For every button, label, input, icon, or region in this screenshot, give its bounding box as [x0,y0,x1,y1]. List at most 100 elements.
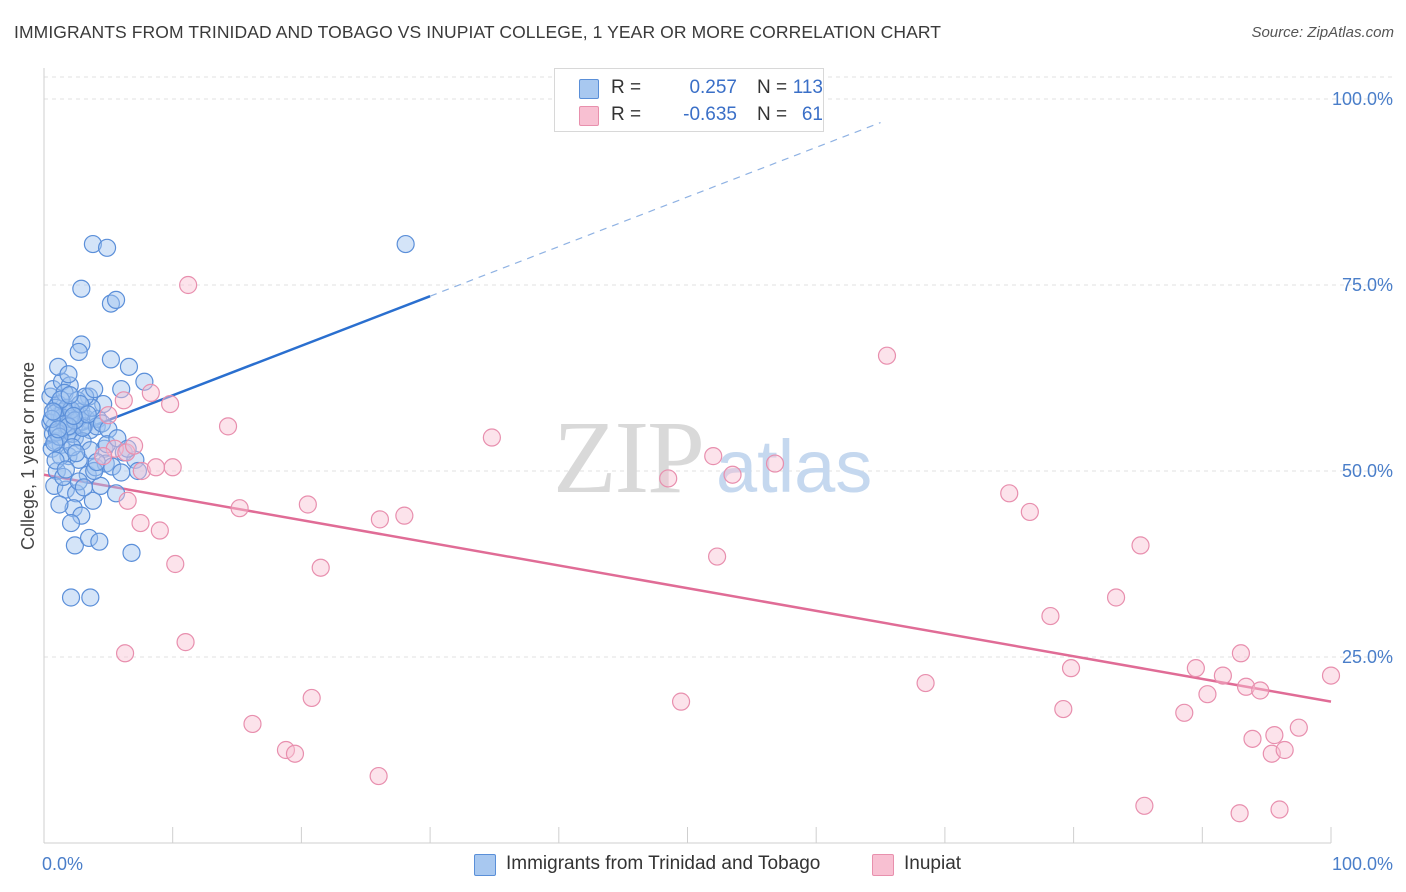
point-inupiat [218,417,238,436]
point-inupiat [671,692,691,711]
point-trinidad [64,499,83,518]
point-trinidad [81,588,100,607]
point-trinidad [49,420,68,439]
point-trinidad [72,335,91,354]
x-tick-label: 0.0% [42,854,83,874]
point-inupiat [150,521,169,540]
point-inupiat [298,495,317,514]
tick-labels: 25.0% 50.0% 75.0% 100.0% 0.0% 100.0% [42,89,1393,874]
point-inupiat [765,454,785,473]
point-trinidad [396,234,415,254]
point-inupiat [94,447,113,466]
axes [43,68,1332,844]
point-inupiat [916,673,935,693]
point-trinidad [74,478,93,497]
legend-swatch-inupiat [872,854,894,876]
point-inupiat [1135,796,1154,815]
legend-swatch-trinidad [579,79,599,99]
watermark-atlas: atlas [716,425,872,508]
point-trinidad [112,463,131,482]
point-inupiat [141,383,160,402]
point-trinidad [42,409,61,429]
legend-swatch-trinidad [474,854,496,876]
point-trinidad [64,406,83,426]
point-trinidad [65,536,84,555]
legend-r-value: 0.257 [689,77,737,98]
point-trinidad [43,402,63,421]
point-inupiat [124,436,144,455]
y-tick-label: 50.0% [1342,461,1393,481]
point-trinidad [101,350,121,369]
point-trinidad [45,433,64,452]
point-trinidad [41,387,60,406]
point-inupiat [176,633,195,652]
point-inupiat [114,391,133,410]
point-trinidad [122,543,141,562]
point-inupiat [276,740,296,760]
point-trinidad [83,234,103,254]
point-inupiat [1230,804,1249,823]
point-trinidad [78,405,97,424]
point-trinidad [67,444,86,463]
point-trinidad [72,506,91,525]
point-inupiat [659,469,678,488]
y-axis-label: College, 1 year or more [18,362,38,550]
point-inupiat [1131,536,1150,555]
point-trinidad [46,451,65,470]
point-inupiat [132,461,151,481]
watermark: ZIP atlas [553,400,872,515]
point-inupiat [161,394,180,414]
point-inupiat [166,554,185,574]
point-inupiat [285,744,305,763]
point-inupiat [708,547,727,566]
legend-n-value: 113 [792,77,823,98]
point-inupiat [118,491,137,510]
trend-line-inupiat [43,473,1332,703]
y-tick-label: 25.0% [1342,647,1393,667]
point-inupiat [1054,699,1073,719]
source-label: Source: ZipAtlas.com [1251,24,1394,41]
point-inupiat [1236,677,1256,696]
point-inupiat [243,714,262,734]
point-inupiat [723,465,742,484]
point-trinidad [61,588,81,607]
legend-label-inupiat: Inupiat [904,853,962,874]
point-inupiat [131,513,150,533]
point-trinidad [97,238,117,257]
point-trinidad [50,427,69,446]
point-inupiat [302,688,321,708]
x-tick-label: 100.0% [1332,854,1393,874]
series-trinidad-points [41,234,415,607]
point-trinidad [83,491,103,510]
point-trinidad [61,513,81,533]
legend-r-label: R = [611,104,642,125]
point-inupiat [877,346,897,365]
legend-n-label: N = [757,104,788,125]
series-legend: Immigrants from Trinidad and Tobago Inup… [0,852,1406,878]
point-inupiat [1213,666,1232,685]
point-trinidad [59,365,78,384]
legend-n-label: N = [757,77,788,98]
point-trinidad [85,380,104,399]
point-inupiat [395,506,414,525]
point-trinidad [59,417,78,436]
point-inupiat [1275,740,1294,760]
point-trinidad [60,386,79,405]
point-inupiat [1106,588,1126,607]
point-inupiat [1186,659,1205,678]
y-tick-label: 100.0% [1332,89,1393,109]
point-inupiat [704,447,723,466]
point-inupiat [369,766,388,786]
point-trinidad [50,495,69,514]
legend-n-value: 61 [801,104,823,125]
point-trinidad [119,357,139,376]
point-inupiat [1000,484,1019,503]
trend-line-trinidad [43,294,431,447]
point-trinidad [106,290,126,309]
series-inupiat-points [94,275,1341,823]
point-trinidad [90,532,109,551]
point-inupiat [1231,644,1251,663]
point-trinidad [69,472,88,491]
point-trinidad [94,394,113,414]
